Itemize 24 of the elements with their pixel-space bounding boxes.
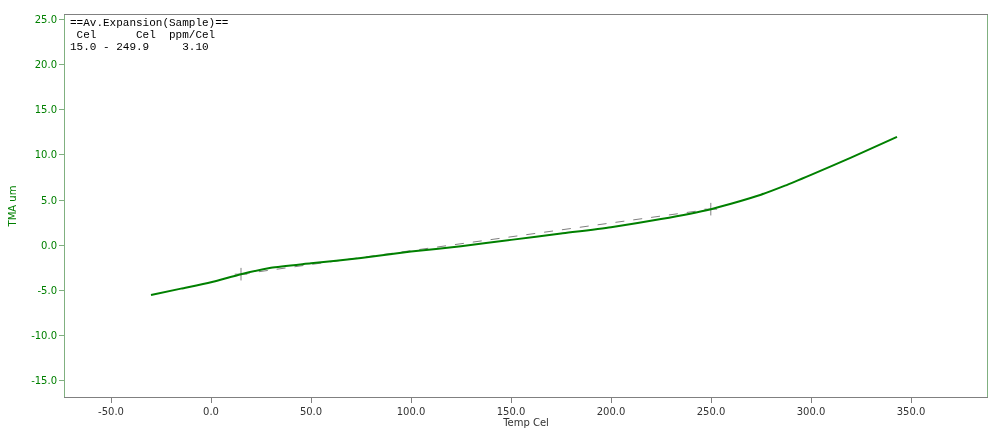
y-tick-label: 15.0 bbox=[34, 104, 57, 116]
x-tick-label: 100.0 bbox=[396, 406, 426, 417]
x-tick-label: 350.0 bbox=[896, 406, 926, 417]
y-axis-title: TMA um bbox=[7, 185, 19, 228]
y-tick-label: 0.0 bbox=[41, 239, 57, 251]
y-tick-label: -10.0 bbox=[31, 330, 57, 342]
y-tick-label: -5.0 bbox=[37, 284, 57, 296]
x-tick-label: 300.0 bbox=[796, 406, 826, 417]
annotation: 15.0 - 249.9 3.10 bbox=[70, 41, 209, 53]
y-tick-label: 20.0 bbox=[34, 59, 57, 71]
x-tick-label: 150.0 bbox=[496, 406, 526, 417]
x-tick-label: 50.0 bbox=[299, 406, 323, 417]
x-axis-title: Temp Cel bbox=[502, 417, 549, 428]
y-tick-label: -15.0 bbox=[31, 375, 57, 387]
line-series bbox=[150, 135, 898, 296]
x-tick-label: -50.0 bbox=[98, 406, 124, 417]
y-tick-label: 5.0 bbox=[41, 194, 57, 206]
annotation: Cel Cel ppm/Cel bbox=[70, 29, 216, 41]
x-tick-label: 0.0 bbox=[203, 406, 219, 417]
y-tick-label: 25.0 bbox=[34, 14, 57, 26]
x-tick-label: 200.0 bbox=[596, 406, 626, 417]
x-tick-label: 250.0 bbox=[696, 406, 726, 417]
y-tick-label: 10.0 bbox=[34, 149, 57, 161]
annotation: ==Av.Expansion(Sample)== bbox=[70, 17, 229, 29]
